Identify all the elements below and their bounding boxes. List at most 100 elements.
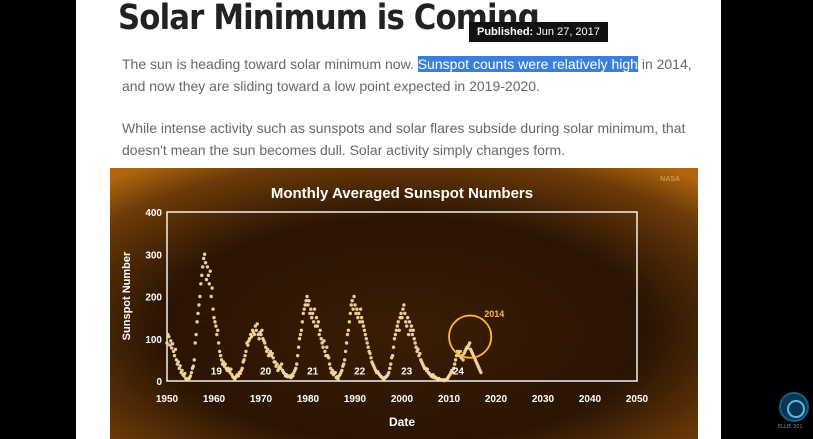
data-point <box>316 320 321 324</box>
data-point <box>391 345 396 349</box>
data-point <box>315 324 320 328</box>
cycle-label: 19 <box>211 367 223 378</box>
data-point <box>167 334 171 339</box>
para1-highlight[interactable]: Sunspot counts were relatively high <box>417 56 638 72</box>
data-point <box>413 341 417 345</box>
data-point <box>295 362 299 366</box>
data-point <box>407 320 412 324</box>
data-point <box>410 332 415 337</box>
data-point <box>196 311 200 316</box>
x-tick-label: 1980 <box>297 394 320 405</box>
data-point <box>412 337 416 341</box>
camera-icon[interactable] <box>779 392 809 422</box>
data-point <box>327 362 332 366</box>
data-point <box>400 315 404 320</box>
data-point <box>406 332 411 337</box>
data-point <box>348 311 352 316</box>
data-point <box>317 332 321 337</box>
data-point <box>458 349 462 354</box>
data-point <box>311 320 316 324</box>
data-point <box>365 341 369 345</box>
data-point <box>240 366 244 371</box>
cycle-labels: 19 20 21 22 23 24 <box>211 367 465 378</box>
data-point <box>204 277 209 282</box>
x-axis-label: Date <box>389 415 415 429</box>
data-point <box>366 345 370 349</box>
data-point <box>202 252 207 256</box>
data-point <box>170 346 174 350</box>
data-point <box>403 311 407 316</box>
chart-svg: Monthly Averaged Sunspot Numbers Date Su… <box>110 168 698 439</box>
y-tick-label: 400 <box>145 208 162 219</box>
y-axis-label: Sunspot Number <box>121 251 133 340</box>
data-point <box>405 315 410 320</box>
data-point <box>343 349 348 354</box>
data-point <box>255 322 259 326</box>
data-point <box>195 320 199 324</box>
data-point <box>394 328 399 332</box>
data-point <box>311 311 315 316</box>
data-point <box>200 273 204 278</box>
data-point <box>479 370 483 375</box>
data-point <box>265 347 270 352</box>
data-point <box>353 303 357 307</box>
data-point <box>308 311 312 316</box>
data-point <box>307 299 311 303</box>
data-point <box>349 303 353 307</box>
data-point <box>199 282 203 286</box>
data-point <box>301 311 305 316</box>
data-point <box>172 353 177 358</box>
data-point <box>169 339 173 343</box>
cycle-label: 24 <box>453 367 465 378</box>
data-point <box>165 341 169 345</box>
data-point <box>401 307 405 311</box>
data-points <box>165 252 483 383</box>
data-point <box>201 265 205 269</box>
data-point <box>191 364 196 368</box>
data-point <box>279 362 284 366</box>
data-point <box>298 332 303 337</box>
data-point <box>392 337 397 341</box>
data-point <box>246 343 250 347</box>
data-point <box>194 332 198 337</box>
x-tick-label: 2020 <box>485 394 508 405</box>
highlight-circle <box>448 314 493 359</box>
data-point <box>309 307 313 311</box>
data-point <box>211 307 215 311</box>
data-point <box>356 315 360 320</box>
data-point <box>357 311 361 316</box>
data-point <box>323 349 327 354</box>
data-point <box>216 328 220 332</box>
x-tick-label: 1960 <box>203 394 226 405</box>
data-point <box>168 343 172 347</box>
data-point <box>291 374 295 378</box>
data-point <box>259 332 263 337</box>
data-point <box>252 332 257 337</box>
data-point <box>215 332 219 337</box>
data-point <box>425 367 430 371</box>
x-tick-label: 1990 <box>344 394 367 405</box>
data-point <box>270 351 274 356</box>
data-point <box>212 315 216 320</box>
data-point <box>303 303 307 307</box>
published-badge: Published: Jun 27, 2017 <box>469 22 608 42</box>
data-point <box>319 337 323 341</box>
data-point <box>466 346 470 350</box>
y-tick-label: 100 <box>145 335 162 346</box>
data-point <box>361 324 366 328</box>
data-point <box>213 320 217 324</box>
data-point <box>336 377 340 381</box>
data-point <box>408 328 413 332</box>
data-point <box>322 339 326 343</box>
x-ticks: 1950 1960 1970 1980 1990 2000 2010 2020 2030 2040… <box>156 394 649 405</box>
data-point <box>314 315 319 320</box>
data-point <box>405 324 409 328</box>
data-point <box>205 265 210 269</box>
data-point <box>399 311 403 316</box>
data-point <box>318 328 322 332</box>
y-tick-label: 200 <box>145 293 162 304</box>
data-point <box>243 353 247 358</box>
data-point <box>178 364 182 368</box>
cycle-label: 23 <box>401 367 413 378</box>
chart-title: Monthly Averaged Sunspot Numbers <box>271 185 533 202</box>
